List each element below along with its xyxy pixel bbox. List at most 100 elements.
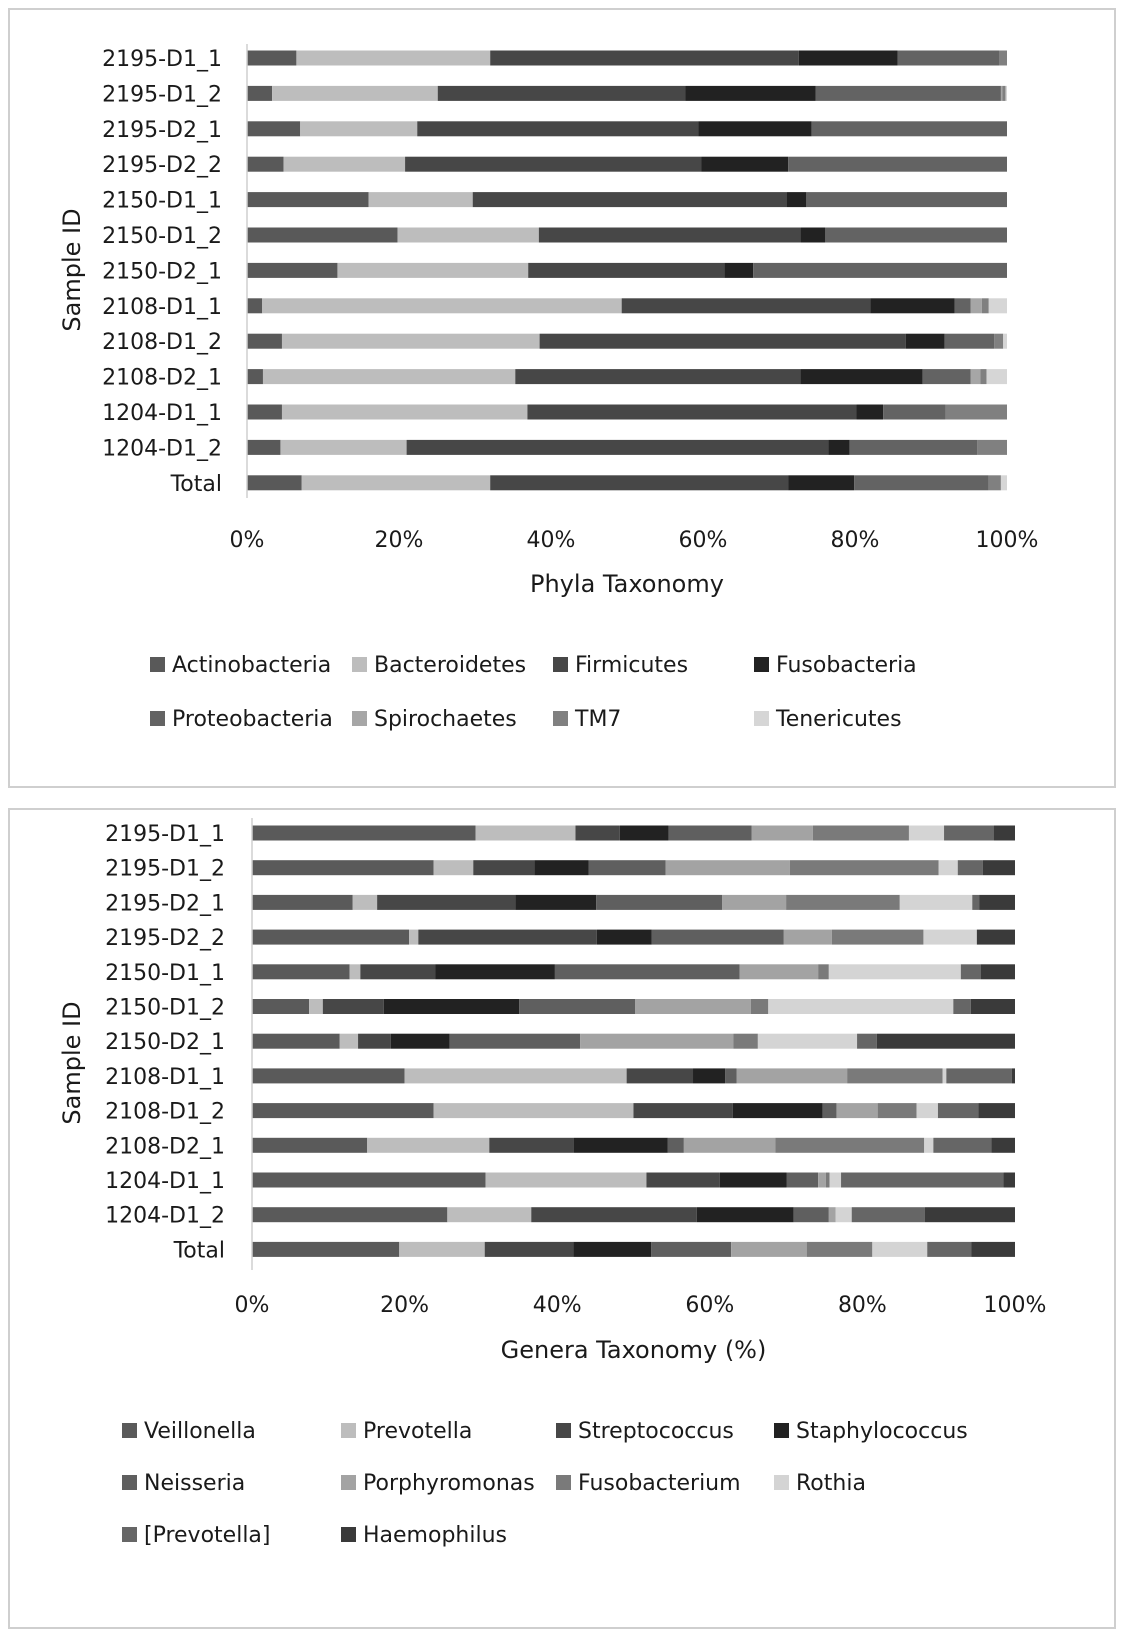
x-tick-label: 0%	[230, 528, 265, 553]
bar-segment	[247, 50, 297, 66]
bar-segment	[937, 1103, 979, 1119]
bar-segment	[252, 964, 350, 980]
bar-segment	[927, 1241, 972, 1257]
bar-segment	[368, 192, 473, 208]
sample-label: 1204-D1_2	[102, 436, 222, 461]
bar-segment	[247, 404, 282, 420]
bar-segment	[626, 1068, 694, 1084]
legend-swatch	[774, 1475, 789, 1490]
bar-segment	[247, 475, 302, 491]
bar-segment	[978, 1103, 1015, 1119]
bar-segment	[252, 1172, 486, 1188]
legend-label: Porphyromonas	[363, 1471, 535, 1496]
legend-swatch	[341, 1423, 356, 1438]
x-axis-title: Phyla Taxonomy	[530, 570, 724, 598]
bar-segment	[519, 999, 636, 1014]
bar-segment	[828, 1207, 836, 1223]
bar-segment	[685, 85, 816, 101]
bar-segment	[793, 1207, 829, 1223]
bar-segment	[633, 1103, 733, 1119]
bar-segment	[484, 1241, 574, 1257]
bar-segment	[473, 860, 535, 876]
bar-segment	[800, 227, 826, 243]
legend-swatch	[556, 1475, 571, 1490]
sample-label: 2108-D1_2	[102, 330, 222, 355]
bar-segment	[812, 825, 909, 841]
bar-segment	[775, 1137, 925, 1153]
bar-segment	[621, 298, 871, 314]
bar-segment	[283, 156, 406, 172]
sample-label: 2150-D2_1	[102, 259, 222, 284]
bar-segment	[262, 298, 622, 314]
legend-swatch	[553, 657, 568, 672]
legend-label: Proteobacteria	[172, 707, 333, 732]
bar-segment	[999, 50, 1007, 66]
bar-segment	[798, 50, 898, 66]
bar-segment	[806, 1241, 873, 1257]
x-tick-label: 0%	[235, 1293, 270, 1318]
bar-segment	[751, 825, 813, 841]
bar-segment	[905, 333, 945, 349]
x-tick-label: 100%	[976, 528, 1039, 553]
sample-label: Total	[170, 472, 222, 497]
genera-chart: 2195-D1_1 2195-D1_2 2195-D2_1 2195-D2_2 2150…	[58, 818, 1046, 1548]
bar-segment	[247, 369, 263, 385]
bar-segment	[668, 825, 752, 841]
bar-segment	[667, 1137, 684, 1153]
bar-segment	[908, 825, 945, 841]
bar-segment	[433, 1103, 634, 1119]
legend-swatch	[150, 657, 165, 672]
bar-segment	[281, 333, 540, 349]
sample-label: 2195-D1_2	[102, 82, 222, 107]
bar-segment	[247, 262, 338, 278]
legend-label: Neisseria	[144, 1471, 245, 1496]
sample-label: 2195-D2_1	[102, 118, 222, 143]
bar-segment	[980, 369, 987, 385]
bar-segment	[897, 50, 1000, 66]
bar-segment	[954, 298, 971, 314]
bar-segment	[938, 860, 958, 876]
bar-segment	[252, 929, 410, 945]
bar-segment	[252, 1103, 434, 1119]
bar-segment	[515, 369, 801, 385]
sample-label: 2108-D1_1	[105, 1065, 225, 1090]
legend-swatch	[341, 1527, 356, 1542]
bar-segment	[854, 475, 989, 491]
bar-segment	[309, 999, 323, 1014]
bar-segment	[247, 85, 273, 101]
bar-segment	[971, 1241, 1015, 1257]
bar-segment	[1005, 85, 1007, 101]
legend-swatch	[352, 711, 367, 726]
sample-label: 2195-D1_2	[105, 857, 225, 882]
legend-label: Actinobacteria	[172, 653, 331, 678]
bar-segment	[397, 227, 539, 243]
bar-segment	[349, 964, 361, 980]
bar-segment	[418, 929, 597, 945]
bar-segment	[405, 156, 702, 172]
bar-segment	[515, 894, 597, 910]
bar-segment	[982, 860, 1015, 876]
bar-segment	[994, 333, 1004, 349]
bar-segment	[651, 1241, 732, 1257]
bar-segment	[976, 929, 1015, 945]
bar-segment	[877, 1103, 917, 1119]
bar-segment	[646, 1172, 720, 1188]
sample-label: 2108-D2_1	[105, 1134, 225, 1159]
bar-segment	[339, 1033, 359, 1049]
bar-segment	[433, 860, 474, 876]
bar-segment	[788, 156, 1007, 172]
bar-segment	[818, 1172, 826, 1188]
bar-segment	[352, 894, 378, 910]
bar-segment	[252, 825, 476, 841]
bar-segment	[818, 964, 829, 980]
legend-label: Fusobacteria	[776, 653, 917, 678]
bar-segment	[800, 369, 923, 385]
x-tick-label: 20%	[375, 528, 424, 553]
bar-segment	[876, 1033, 1015, 1049]
bar-segment	[825, 227, 1007, 243]
bar-segment	[449, 1033, 581, 1049]
bar-segment	[960, 964, 981, 980]
y-axis-title: Sample ID	[58, 1001, 86, 1124]
bar-segment	[847, 1068, 943, 1084]
bar-segment	[437, 85, 686, 101]
